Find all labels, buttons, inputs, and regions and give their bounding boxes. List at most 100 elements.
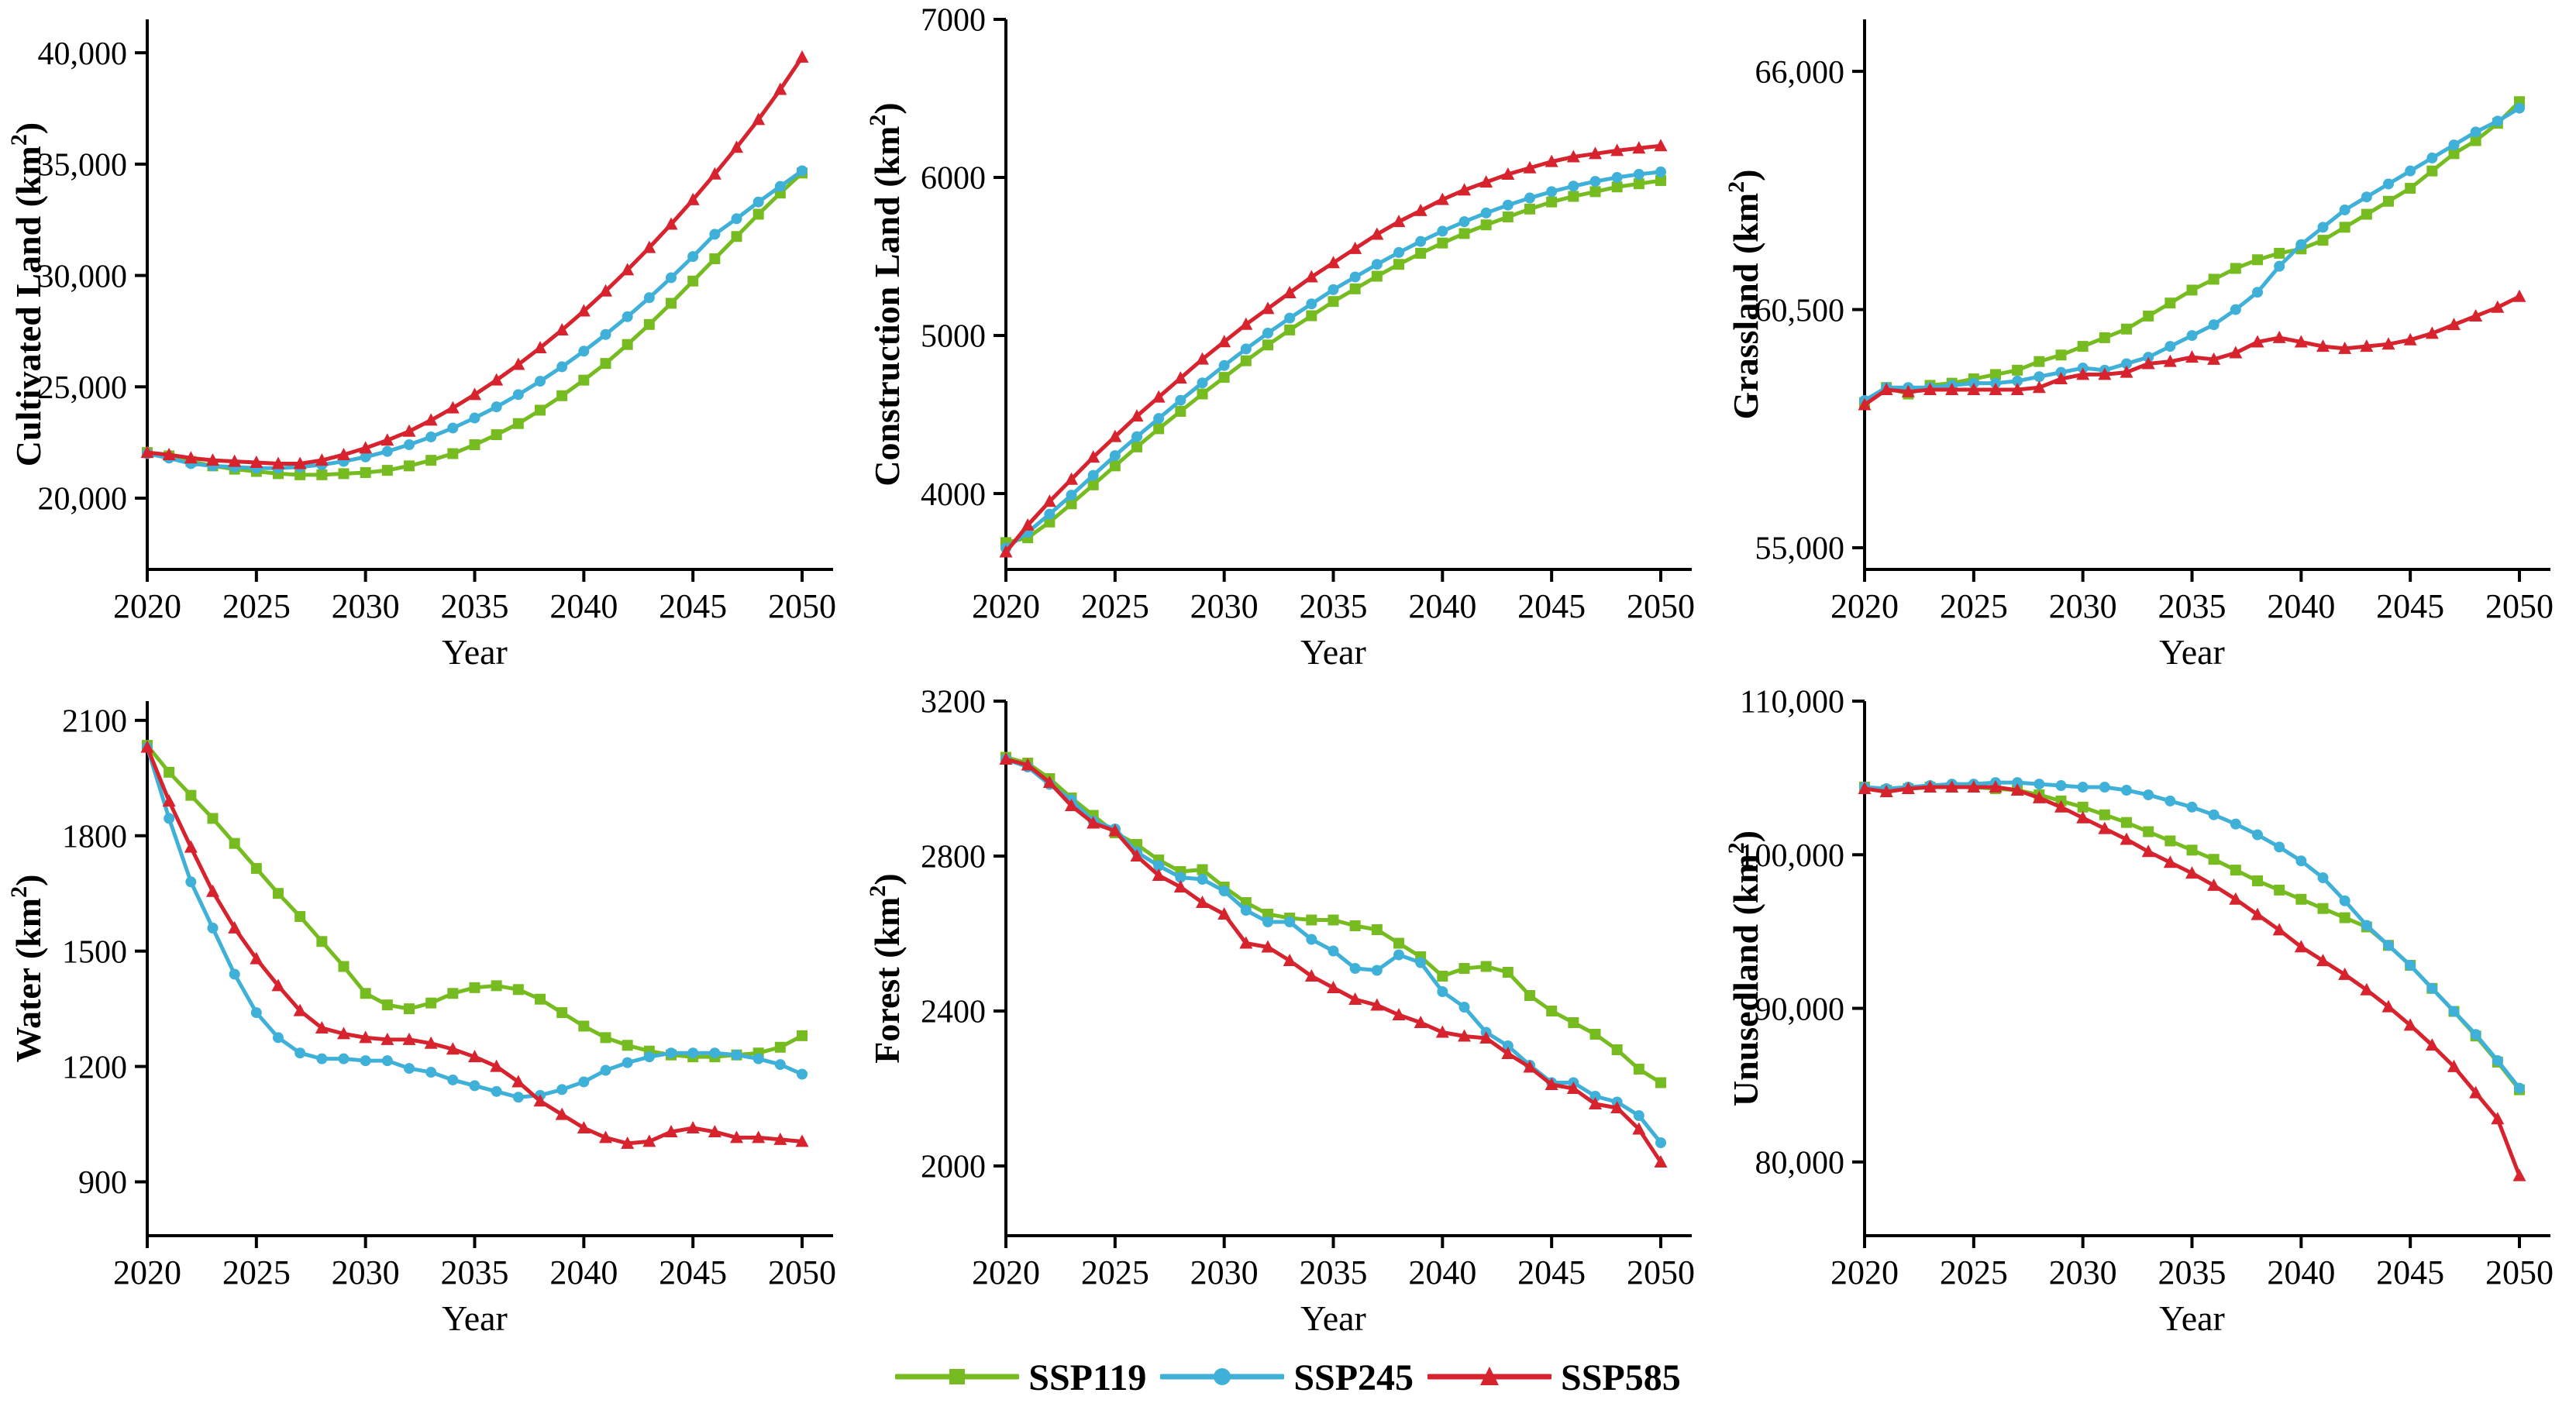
x-tick-label: 2035 xyxy=(1300,1254,1368,1291)
x-tick-label: 2025 xyxy=(1940,587,2008,625)
panel-unusedland: 80,000 90,000 100,000 110,000 2020 2025 2030 20… xyxy=(1717,682,2576,1348)
series-ssp585-markers xyxy=(1858,780,2526,1181)
y-tick-label: 60,500 xyxy=(1755,293,1845,328)
legend-swatch-graphic-ssp119 xyxy=(894,1368,1021,1384)
y-tick-label: 55,000 xyxy=(1755,531,1845,567)
x-tick-label: 2020 xyxy=(972,1254,1040,1291)
triangle-marker-icon xyxy=(1480,1366,1500,1385)
x-tick-label: 2020 xyxy=(113,587,181,625)
x-tick-label: 2025 xyxy=(1081,1254,1149,1291)
y-tick-label: 2000 xyxy=(921,1150,986,1185)
x-axis-title: Year xyxy=(2159,1298,2225,1338)
x-tick-label: 2050 xyxy=(1627,587,1695,625)
legend-swatch-ssp245 xyxy=(1159,1360,1286,1398)
y-tick-label: 25,000 xyxy=(38,370,128,406)
x-tick-label: 2040 xyxy=(1408,587,1476,625)
y-tick-label: 1200 xyxy=(62,1050,127,1085)
legend-label-ssp245: SSP245 xyxy=(1293,1357,1414,1398)
x-tick-label: 2030 xyxy=(2049,587,2117,625)
x-tick-label: 2025 xyxy=(222,1254,291,1291)
series-ssp245-line xyxy=(145,745,804,1099)
series-ssp245-markers xyxy=(1859,777,2525,1094)
series-ssp245-line xyxy=(1004,170,1663,550)
panel-forest: 2000 2400 2800 3200 2020 2025 2030 2035 2040 2045… xyxy=(859,682,1717,1348)
y-axis-title: Unusedland (km2) xyxy=(1724,831,1765,1106)
x-tick-label: 2035 xyxy=(441,587,509,625)
series-ssp119-markers xyxy=(142,740,808,1063)
y-tick-label: 2800 xyxy=(921,840,986,875)
x-axis-title: Year xyxy=(442,1298,508,1338)
panel-construction-land: 4000 5000 6000 7000 2020 2025 2030 2035 2040 2045… xyxy=(859,0,1717,682)
x-tick-label: 2020 xyxy=(113,1254,181,1291)
series-ssp119-line xyxy=(145,743,804,1059)
y-axis-title: Cultivated Land (km2) xyxy=(6,122,48,466)
series-ssp119-markers xyxy=(1000,175,1666,549)
x-tick-label: 2050 xyxy=(768,587,836,625)
y-tick-label: 35,000 xyxy=(38,148,128,184)
legend-item-ssp585: SSP585 xyxy=(1426,1360,1681,1398)
x-tick-label: 2030 xyxy=(1190,587,1259,625)
series-ssp585-line xyxy=(1004,143,1663,555)
x-tick-label: 2035 xyxy=(2158,1254,2226,1291)
x-tick-label: 2025 xyxy=(222,587,291,625)
y-tick-label: 90,000 xyxy=(1755,992,1845,1027)
x-tick-label: 2035 xyxy=(1300,587,1368,625)
legend-label-ssp119: SSP119 xyxy=(1028,1357,1147,1398)
x-axis-title: Year xyxy=(442,632,508,672)
series-ssp119-markers xyxy=(1000,751,1666,1088)
y-tick-label: 5000 xyxy=(921,319,986,355)
y-tick-label: 100,000 xyxy=(1739,838,1845,874)
legend-swatch-graphic-ssp585 xyxy=(1426,1366,1553,1385)
y-tick-label: 1800 xyxy=(62,819,127,855)
series-ssp119-line xyxy=(1004,178,1663,545)
x-tick-label: 2050 xyxy=(1627,1254,1695,1291)
y-axis-title: Construction Land (km2) xyxy=(865,102,907,487)
x-tick-label: 2045 xyxy=(2376,1254,2444,1291)
x-tick-label: 2030 xyxy=(332,587,400,625)
series-ssp245-markers xyxy=(142,165,808,474)
y-tick-label: 900 xyxy=(78,1165,127,1201)
legend-swatch-ssp119 xyxy=(894,1360,1021,1398)
series-ssp585-markers xyxy=(140,740,809,1149)
series-ssp585-markers xyxy=(999,752,1668,1168)
x-tick-label: 2030 xyxy=(332,1254,400,1291)
circle-marker-icon xyxy=(1214,1367,1231,1385)
series-ssp245-markers xyxy=(142,741,808,1103)
x-tick-label: 2040 xyxy=(549,1254,618,1291)
x-tick-label: 2030 xyxy=(2049,1254,2117,1291)
x-tick-label: 2035 xyxy=(2158,587,2226,625)
x-tick-label: 2045 xyxy=(659,1254,727,1291)
x-tick-label: 2050 xyxy=(768,1254,836,1291)
chart-construction-land: 4000 5000 6000 7000 2020 2025 2030 2035 2040 2045… xyxy=(865,3,1695,672)
x-tick-label: 2020 xyxy=(972,587,1040,625)
x-tick-label: 2045 xyxy=(1517,1254,1586,1291)
y-axis-title: Water (km2) xyxy=(6,875,48,1063)
x-tick-label: 2040 xyxy=(549,587,618,625)
x-tick-label: 2040 xyxy=(2267,1254,2335,1291)
chart-cultivated-land: 20,000 25,000 30,000 35,000 40,000 2020 2025 20… xyxy=(6,19,836,672)
series-ssp585-markers xyxy=(140,50,809,469)
y-tick-label: 80,000 xyxy=(1755,1146,1845,1181)
y-tick-label: 2100 xyxy=(62,704,127,740)
panel-water: 900 1200 1500 1800 2100 2020 2025 2030 2035 2040 2… xyxy=(0,682,859,1348)
legend-swatch-ssp585 xyxy=(1426,1360,1553,1398)
square-marker-icon xyxy=(949,1368,966,1384)
series-ssp119-markers xyxy=(1859,782,2525,1095)
x-tick-label: 2020 xyxy=(1830,587,1899,625)
series-ssp245-line xyxy=(1862,780,2522,1091)
y-tick-label: 20,000 xyxy=(38,482,128,518)
series-ssp585-line xyxy=(1004,757,1663,1164)
legend-item-ssp245: SSP245 xyxy=(1159,1357,1414,1398)
series-ssp119-line xyxy=(145,170,804,477)
y-tick-label: 3200 xyxy=(921,685,986,720)
charts-grid: 20,000 25,000 30,000 35,000 40,000 2020 2025 20… xyxy=(0,0,2576,1348)
x-axis-title: Year xyxy=(1300,632,1366,672)
y-tick-label: 110,000 xyxy=(1740,685,1844,720)
y-tick-label: 6000 xyxy=(921,161,986,197)
panel-cultivated-land: 20,000 25,000 30,000 35,000 40,000 2020 2025 20… xyxy=(0,0,859,682)
y-tick-label: 40,000 xyxy=(38,36,128,72)
y-tick-label: 7000 xyxy=(921,3,986,39)
series-ssp245-line xyxy=(145,168,804,470)
x-tick-label: 2025 xyxy=(1081,587,1149,625)
